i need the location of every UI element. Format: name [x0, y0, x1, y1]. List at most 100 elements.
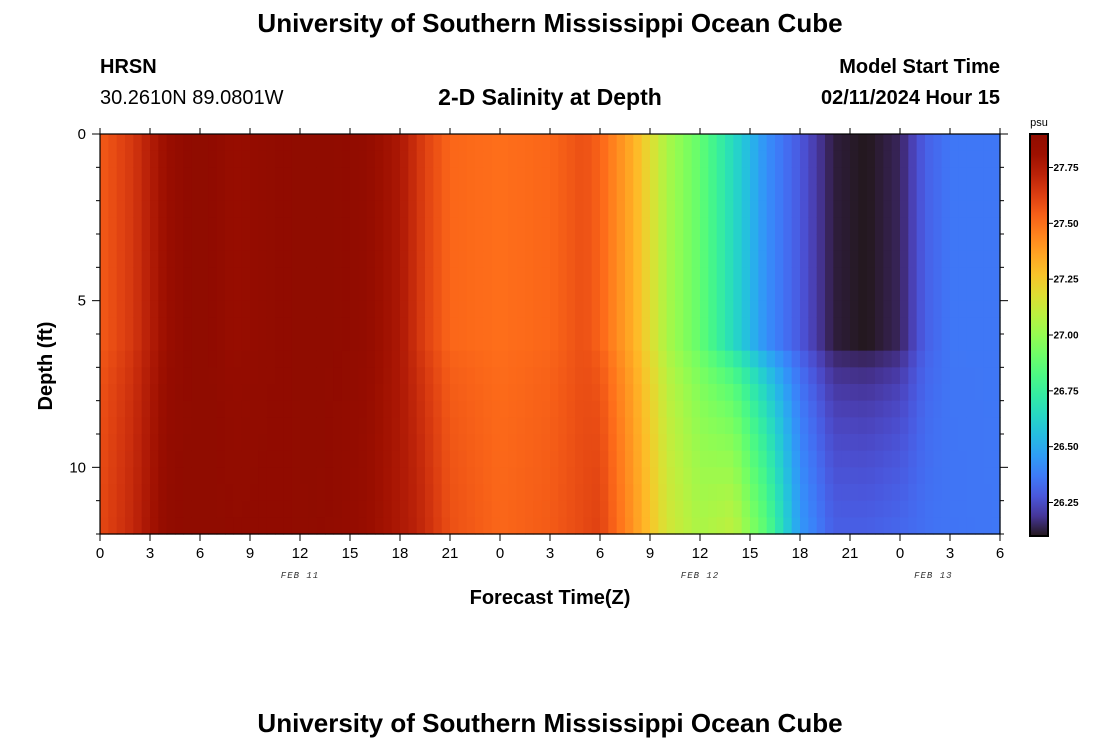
heatmap-cell [366, 500, 376, 518]
heatmap-cell [708, 250, 718, 268]
heatmap-cell [741, 384, 751, 402]
heatmap-cell [166, 150, 176, 168]
heatmap-cell [358, 150, 368, 168]
heatmap-cell [500, 384, 509, 402]
heatmap-cell [716, 184, 726, 202]
heatmap-cell [425, 334, 434, 352]
heatmap-cell [575, 150, 584, 168]
heatmap-cell [908, 350, 918, 368]
heatmap-cell [783, 467, 793, 485]
heatmap-cell [700, 334, 709, 352]
heatmap-cell [108, 367, 118, 385]
heatmap-cell [691, 167, 701, 185]
heatmap-cell [191, 350, 201, 368]
heatmap-cell [408, 500, 418, 518]
chart-title: 2-D Salinity at Depth [438, 84, 662, 110]
heatmap-cell [333, 450, 343, 468]
heatmap-cell [650, 217, 659, 235]
heatmap-cell [391, 317, 401, 335]
heatmap-cell [416, 450, 426, 468]
heatmap-cell [141, 284, 151, 302]
heatmap-cell [925, 200, 934, 218]
heatmap-cell [400, 517, 409, 535]
heatmap-cell [616, 234, 626, 252]
heatmap-cell [225, 450, 234, 468]
heatmap-cell [150, 334, 159, 352]
heatmap-cell [516, 200, 526, 218]
heatmap-cell [175, 317, 184, 335]
heatmap-cell [858, 500, 868, 518]
heatmap-cell [591, 250, 601, 268]
heatmap-cell [450, 467, 459, 485]
heatmap-cell [558, 484, 568, 502]
heatmap-cell [808, 367, 818, 385]
heatmap-cell [116, 467, 126, 485]
heatmap-cell [100, 267, 109, 285]
heatmap-cell [158, 517, 168, 535]
heatmap-cell [858, 334, 868, 352]
heatmap-cell [391, 500, 401, 518]
heatmap-cell [691, 500, 701, 518]
heatmap-cell [775, 134, 784, 152]
heatmap-cell [300, 484, 309, 502]
heatmap-cell [858, 217, 868, 235]
heatmap-cell [266, 400, 276, 418]
heatmap-cell [183, 217, 193, 235]
heatmap-cell [133, 167, 143, 185]
heatmap-cell [633, 134, 643, 152]
heatmap-cell [183, 500, 193, 518]
heatmap-cell [408, 150, 418, 168]
heatmap-cell [866, 217, 876, 235]
heatmap-cell [625, 517, 634, 535]
heatmap-cell [958, 250, 968, 268]
heatmap-cell [566, 150, 576, 168]
heatmap-cell [116, 517, 126, 535]
heatmap-cell [808, 267, 818, 285]
heatmap-cell [225, 367, 234, 385]
heatmap-cell [633, 184, 643, 202]
heatmap-cell [550, 234, 559, 252]
heatmap-cell [658, 300, 668, 318]
heatmap-cell [375, 517, 384, 535]
heatmap-cell [333, 284, 343, 302]
heatmap-cell [866, 300, 876, 318]
heatmap-cell [641, 284, 651, 302]
heatmap-cell [808, 467, 818, 485]
heatmap-cell [108, 317, 118, 335]
heatmap-cell [200, 150, 209, 168]
heatmap-cell [891, 150, 901, 168]
heatmap-cell [258, 434, 268, 452]
heatmap-cell [475, 267, 484, 285]
heatmap-cell [408, 234, 418, 252]
heatmap-cell [666, 150, 676, 168]
heatmap-cell [916, 150, 926, 168]
heatmap-cell [183, 200, 193, 218]
heatmap-cell [283, 484, 293, 502]
heatmap-cell [816, 317, 826, 335]
heatmap-cell [641, 367, 651, 385]
heatmap-cell [650, 134, 659, 152]
heatmap-cell [683, 317, 693, 335]
heatmap-cell [333, 200, 343, 218]
heatmap-cell [750, 500, 759, 518]
heatmap-cell [550, 267, 559, 285]
heatmap-cell [758, 234, 768, 252]
heatmap-cell [708, 517, 718, 535]
heatmap-cell [775, 350, 784, 368]
heatmap-cell [233, 434, 243, 452]
heatmap-cell [608, 134, 618, 152]
heatmap-cell [850, 267, 859, 285]
heatmap-cell [300, 400, 309, 418]
heatmap-cell [816, 150, 826, 168]
heatmap-cell [258, 300, 268, 318]
heatmap-cell [183, 234, 193, 252]
heatmap-cell [441, 317, 451, 335]
heatmap-cell [166, 217, 176, 235]
heatmap-cell [133, 467, 143, 485]
heatmap-cell [750, 417, 759, 435]
heatmap-cell [150, 284, 159, 302]
heatmap-cell [758, 200, 768, 218]
heatmap-cell [141, 167, 151, 185]
heatmap-cell [358, 417, 368, 435]
heatmap-cell [975, 434, 984, 452]
